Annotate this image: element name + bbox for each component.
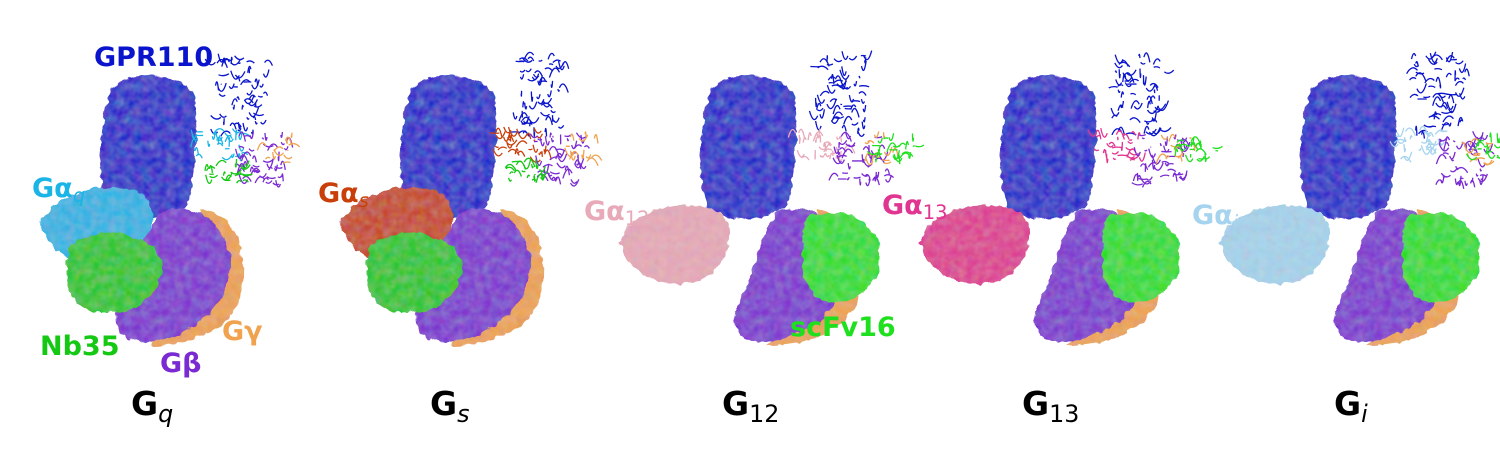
panel-title-gs: Gs bbox=[430, 384, 469, 426]
gbeta-ribbon bbox=[828, 131, 895, 187]
scfv16-surface bbox=[802, 212, 881, 303]
receptor-surface bbox=[400, 74, 497, 219]
galpha-surface bbox=[920, 205, 1029, 284]
label-ga-q: Gαq bbox=[32, 173, 85, 206]
receptor-surface bbox=[1300, 74, 1397, 219]
label-ga-s: Gαs bbox=[318, 178, 369, 211]
partner-ribbon bbox=[1173, 136, 1223, 163]
panel-title-g12-base: G bbox=[722, 384, 750, 423]
panel-title-gq-base: G bbox=[131, 384, 159, 423]
receptor-ribbon bbox=[808, 50, 873, 137]
receptor-surface bbox=[100, 74, 197, 219]
panel-title-gs-base: G bbox=[430, 384, 458, 423]
scfv16-surface bbox=[1102, 212, 1181, 303]
galpha-ribbon bbox=[1389, 125, 1448, 163]
complex-gs bbox=[340, 51, 603, 346]
galpha-surface bbox=[620, 205, 729, 284]
gbeta-ribbon bbox=[1131, 133, 1191, 188]
ggamma-ribbon bbox=[256, 132, 301, 164]
ggamma-ribbon bbox=[1155, 133, 1198, 165]
partner-ribbon bbox=[867, 133, 925, 165]
label-ga-12-base: Gα bbox=[584, 196, 625, 227]
label-ga-13-base: Gα bbox=[882, 190, 923, 221]
panel-title-g13: G13 bbox=[1022, 384, 1079, 426]
partner-ribbon bbox=[505, 157, 548, 184]
receptor-surface bbox=[700, 74, 797, 219]
galpha-surface bbox=[1220, 205, 1329, 284]
label-ga-i-base: Gα bbox=[1192, 200, 1233, 231]
galpha-ribbon bbox=[1087, 127, 1146, 164]
nb35-surface bbox=[366, 232, 462, 314]
panel-title-gs-sub: s bbox=[457, 399, 470, 428]
label-ga-12: Gα12 bbox=[584, 196, 649, 229]
complex-gi bbox=[1220, 51, 1500, 346]
receptor-ribbon bbox=[508, 51, 570, 137]
ggamma-ribbon bbox=[564, 131, 603, 167]
label-ggamma: Gγ bbox=[222, 316, 263, 347]
panel-title-g13-base: G bbox=[1022, 384, 1050, 423]
panel-title-g13-sub: 13 bbox=[1049, 399, 1080, 428]
label-ga-s-base: Gα bbox=[318, 178, 359, 209]
label-ga-s-sub: s bbox=[358, 189, 369, 213]
label-gbeta: Gβ bbox=[160, 348, 202, 379]
ggamma-ribbon bbox=[1461, 138, 1495, 166]
panel-title-gi-base: G bbox=[1334, 384, 1362, 423]
complex-g12 bbox=[620, 50, 925, 346]
receptor-ribbon bbox=[1108, 52, 1175, 137]
gbeta-ribbon bbox=[234, 131, 294, 188]
receptor-surface bbox=[1000, 74, 1097, 219]
label-ga-i: Gαi bbox=[1192, 200, 1238, 233]
nb35-surface bbox=[66, 232, 162, 314]
label-nb35: Nb35 bbox=[40, 331, 120, 362]
label-ga-q-base: Gα bbox=[32, 173, 73, 204]
panel-title-g12: G12 bbox=[722, 384, 779, 426]
gbeta-ribbon bbox=[529, 132, 590, 187]
partner-ribbon bbox=[204, 159, 253, 185]
scfv16-surface bbox=[1402, 212, 1481, 303]
complex-g13 bbox=[920, 52, 1223, 346]
receptor-ribbon bbox=[1406, 51, 1470, 139]
panel-title-g12-sub: 12 bbox=[749, 399, 780, 428]
galpha-ribbon bbox=[190, 128, 251, 162]
panel-title-gq: Gq bbox=[131, 384, 173, 426]
complex-gq bbox=[40, 53, 301, 346]
label-ga-13: Gα13 bbox=[882, 190, 947, 223]
gbeta-ribbon bbox=[1435, 130, 1495, 190]
panel-title-gq-sub: q bbox=[158, 399, 174, 428]
panel-title-gi-sub: i bbox=[1361, 399, 1368, 428]
galpha-ribbon bbox=[787, 128, 856, 162]
receptor-ribbon bbox=[204, 53, 274, 137]
galpha-ribbon bbox=[489, 126, 552, 163]
label-scfv16: scFv16 bbox=[790, 312, 896, 343]
panel-title-gi: Gi bbox=[1334, 384, 1368, 426]
label-ga-q-sub: q bbox=[72, 184, 86, 208]
label-receptor: GPR110 bbox=[94, 42, 214, 73]
label-ga-12-sub: 12 bbox=[624, 207, 650, 231]
label-ga-13-sub: 13 bbox=[922, 201, 948, 225]
label-ga-i-sub: i bbox=[1232, 211, 1239, 235]
